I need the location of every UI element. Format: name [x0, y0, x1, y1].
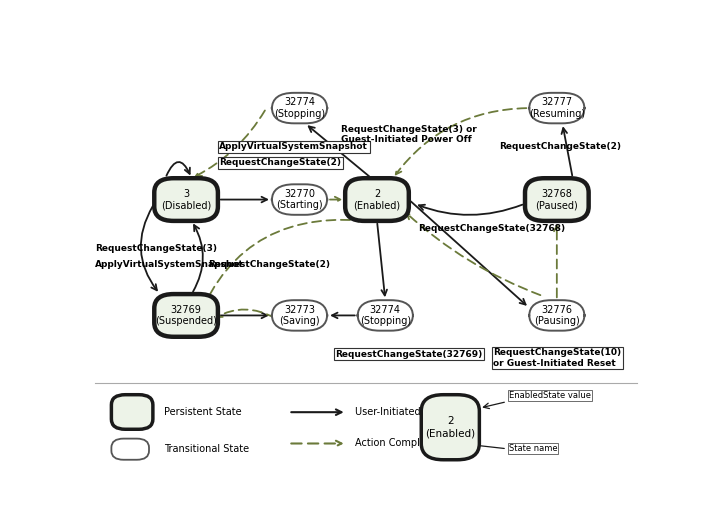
Text: RequestChangeState(2): RequestChangeState(2) — [498, 142, 620, 151]
FancyBboxPatch shape — [272, 184, 327, 215]
Text: State name: State name — [508, 444, 558, 453]
FancyBboxPatch shape — [525, 178, 588, 221]
Text: 32776
(Pausing): 32776 (Pausing) — [534, 305, 580, 326]
FancyBboxPatch shape — [154, 294, 218, 337]
FancyBboxPatch shape — [421, 395, 479, 460]
Text: RequestChangeState(32768): RequestChangeState(32768) — [418, 223, 565, 232]
Text: RequestChangeState(2): RequestChangeState(2) — [208, 260, 330, 269]
Text: ApplyVirtualSystemSnapshot: ApplyVirtualSystemSnapshot — [95, 260, 243, 269]
Text: EnabledState value: EnabledState value — [508, 391, 590, 400]
Text: 32768
(Paused): 32768 (Paused) — [536, 188, 578, 210]
Text: 32769
(Suspended): 32769 (Suspended) — [155, 305, 217, 326]
Text: 32774
(Stopping): 32774 (Stopping) — [360, 305, 411, 326]
Text: Persistent State: Persistent State — [164, 407, 241, 417]
Text: RequestChangeState(32769): RequestChangeState(32769) — [336, 350, 483, 359]
Text: ApplyVirtualSystemSnapshot: ApplyVirtualSystemSnapshot — [219, 142, 368, 151]
Text: RequestChangeState(3) or
Guest-Initiated Power Off: RequestChangeState(3) or Guest-Initiated… — [341, 125, 477, 144]
Text: 2
(Enabled): 2 (Enabled) — [353, 188, 401, 210]
FancyBboxPatch shape — [358, 300, 413, 331]
FancyBboxPatch shape — [345, 178, 409, 221]
FancyBboxPatch shape — [529, 300, 585, 331]
Text: RequestChangeState(10)
or Guest-Initiated Reset: RequestChangeState(10) or Guest-Initiate… — [493, 348, 621, 368]
FancyBboxPatch shape — [154, 178, 218, 221]
Text: User-Initiated Action: User-Initiated Action — [355, 407, 454, 417]
FancyBboxPatch shape — [272, 300, 327, 331]
FancyBboxPatch shape — [529, 93, 585, 124]
Text: RequestChangeState(3): RequestChangeState(3) — [95, 244, 217, 253]
Text: Transitional State: Transitional State — [164, 444, 249, 454]
Text: 32770
(Starting): 32770 (Starting) — [276, 188, 323, 210]
FancyBboxPatch shape — [111, 395, 153, 429]
Text: Action Completion: Action Completion — [355, 438, 445, 448]
Text: 32773
(Saving): 32773 (Saving) — [279, 305, 320, 326]
Text: 32774
(Stopping): 32774 (Stopping) — [274, 97, 325, 119]
Text: 3
(Disabled): 3 (Disabled) — [161, 188, 211, 210]
Text: 2
(Enabled): 2 (Enabled) — [426, 417, 476, 438]
Text: 32777
(Resuming): 32777 (Resuming) — [529, 97, 585, 119]
FancyBboxPatch shape — [272, 93, 327, 124]
FancyBboxPatch shape — [111, 439, 149, 460]
Text: RequestChangeState(2): RequestChangeState(2) — [219, 158, 341, 167]
